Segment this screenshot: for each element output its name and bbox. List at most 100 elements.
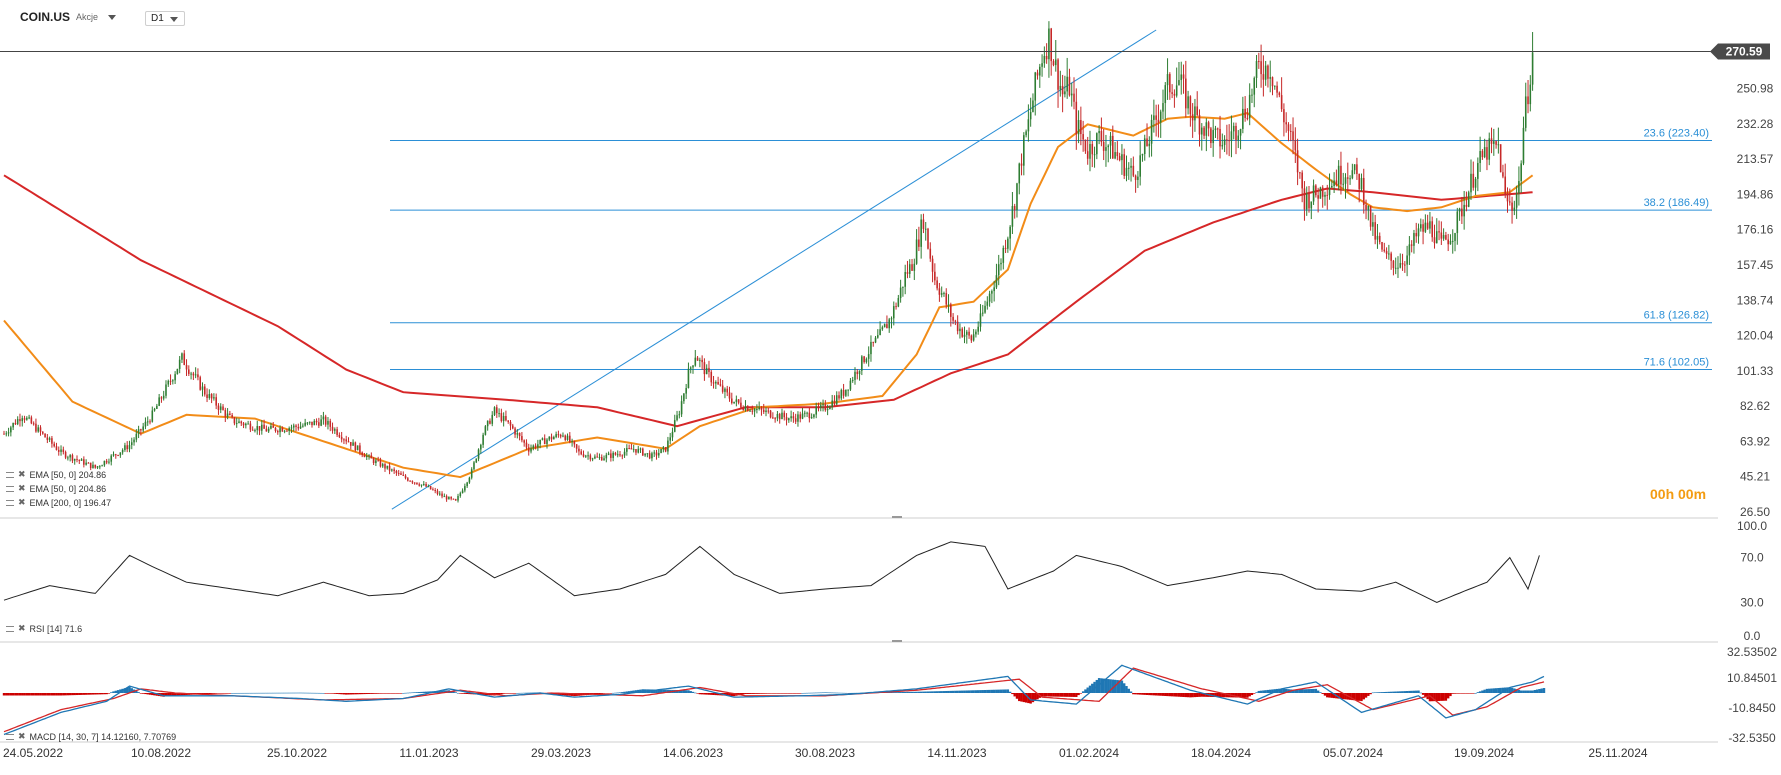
menu-icon[interactable] bbox=[6, 499, 14, 506]
close-icon[interactable]: ✖ bbox=[18, 731, 26, 741]
macd-histogram-bar bbox=[890, 692, 893, 693]
ema-legend-1[interactable]: ✖ EMA [50, 0] 204.86 bbox=[6, 469, 106, 480]
chevron-down-icon[interactable] bbox=[170, 17, 178, 22]
candle-body bbox=[201, 386, 204, 390]
candle-body bbox=[824, 404, 827, 411]
macd-histogram-bar bbox=[1138, 693, 1142, 695]
candle-body bbox=[911, 264, 913, 271]
candle-body bbox=[804, 412, 806, 414]
y-tick-label: 26.50 bbox=[1740, 505, 1770, 519]
macd-histogram-bar bbox=[787, 693, 791, 694]
candle-body bbox=[881, 327, 884, 330]
ema-legend-3[interactable]: ✖ EMA [200, 0] 196.47 bbox=[6, 497, 111, 508]
fib-level-label: 23.6 (223.40) bbox=[1644, 128, 1709, 140]
macd-histogram-bar bbox=[1271, 689, 1274, 693]
candle-body bbox=[67, 457, 69, 459]
macd-histogram-bar bbox=[294, 692, 298, 694]
candle-body bbox=[210, 394, 213, 399]
macd-histogram-bar bbox=[527, 692, 530, 694]
macd-histogram-bar bbox=[716, 693, 720, 696]
candle-body bbox=[322, 416, 325, 420]
macd-histogram-bar bbox=[1148, 693, 1151, 696]
candle-body bbox=[78, 459, 81, 461]
macd-tick-label: 32.53502 bbox=[1727, 645, 1777, 659]
candle-body bbox=[105, 460, 108, 463]
candle-body bbox=[744, 406, 747, 410]
macd-histogram-bar bbox=[1376, 692, 1379, 693]
candle-body bbox=[1356, 164, 1358, 174]
menu-icon[interactable] bbox=[6, 471, 14, 478]
candle-body bbox=[1522, 127, 1525, 164]
candle-body bbox=[1404, 264, 1406, 266]
candle-body bbox=[119, 452, 122, 456]
macd-histogram-bar bbox=[392, 693, 396, 694]
rsi-tick-label: 30.0 bbox=[1740, 595, 1764, 609]
macd-histogram-bar bbox=[1127, 688, 1130, 693]
macd-histogram-bar bbox=[130, 688, 133, 693]
macd-histogram-bar bbox=[75, 693, 79, 696]
macd-histogram-bar bbox=[424, 691, 428, 693]
macd-histogram-bar bbox=[812, 692, 816, 694]
candle-body bbox=[961, 328, 964, 337]
candle-body bbox=[986, 301, 989, 306]
macd-histogram-bar bbox=[1328, 693, 1331, 698]
symbol-label[interactable]: COIN.US bbox=[20, 10, 71, 24]
macd-histogram-bar bbox=[500, 693, 503, 695]
candle-body bbox=[1219, 128, 1221, 147]
rsi-legend[interactable]: ✖ RSI [14] 71.6 bbox=[6, 623, 82, 634]
candle-body bbox=[1435, 231, 1438, 244]
macd-histogram-bar bbox=[210, 693, 213, 694]
candle-body bbox=[667, 440, 669, 452]
candle-body bbox=[509, 421, 512, 426]
candle-body bbox=[1148, 143, 1151, 147]
close-icon[interactable]: ✖ bbox=[18, 483, 26, 493]
candle-body bbox=[730, 398, 733, 404]
macd-histogram-bar bbox=[43, 693, 47, 696]
candle-body bbox=[1488, 138, 1491, 160]
close-icon[interactable]: ✖ bbox=[18, 497, 26, 507]
macd-histogram-bar bbox=[1360, 693, 1363, 702]
macd-histogram-bar bbox=[849, 692, 852, 694]
candle-body bbox=[965, 331, 968, 335]
symbol-dropdown-icon[interactable] bbox=[108, 14, 117, 20]
candle-body bbox=[311, 421, 313, 426]
macd-histogram-bar bbox=[242, 692, 245, 694]
candle-body bbox=[1376, 235, 1379, 240]
candle-body bbox=[461, 490, 464, 494]
candle-body bbox=[562, 435, 564, 437]
close-icon[interactable]: ✖ bbox=[18, 623, 26, 633]
macd-histogram-bar bbox=[9, 693, 13, 696]
macd-histogram-bar bbox=[1004, 689, 1007, 693]
menu-icon[interactable] bbox=[6, 625, 14, 632]
candle-body bbox=[160, 397, 163, 399]
candle-body bbox=[1449, 240, 1452, 245]
macd-histogram-bar bbox=[208, 693, 211, 694]
candle-body bbox=[630, 448, 633, 450]
candle-body bbox=[238, 421, 240, 424]
candle-body bbox=[361, 452, 363, 456]
menu-icon[interactable] bbox=[6, 733, 14, 740]
close-icon[interactable]: ✖ bbox=[18, 469, 26, 479]
candle-body bbox=[261, 424, 263, 431]
timeframe-select[interactable]: D1 bbox=[145, 11, 185, 26]
menu-icon[interactable] bbox=[6, 485, 14, 492]
macd-histogram-bar bbox=[1216, 693, 1219, 698]
macd-histogram-bar bbox=[1152, 693, 1156, 696]
candle-body bbox=[587, 455, 589, 457]
macd-histogram-bar bbox=[502, 693, 505, 694]
fib-level-label: 38.2 (186.49) bbox=[1644, 197, 1709, 209]
candle-body bbox=[254, 430, 256, 432]
macd-histogram-bar bbox=[256, 692, 259, 694]
macd-histogram-bar bbox=[345, 693, 348, 695]
candle-body bbox=[133, 439, 135, 443]
macd-histogram-bar bbox=[967, 690, 971, 693]
ema-legend-2[interactable]: ✖ EMA [50, 0] 204.86 bbox=[6, 483, 106, 494]
macd-tick-label: -32.5350 bbox=[1728, 731, 1776, 745]
macd-histogram-bar bbox=[1157, 693, 1160, 696]
macd-legend[interactable]: ✖ MACD [14, 30, 7] 14.12160, 7.70769 bbox=[6, 731, 176, 742]
candle-body bbox=[92, 464, 94, 469]
macd-histogram-bar bbox=[1421, 693, 1425, 695]
macd-histogram-bar bbox=[1284, 688, 1288, 693]
macd-histogram-bar bbox=[792, 693, 795, 694]
candle-body bbox=[416, 482, 418, 485]
